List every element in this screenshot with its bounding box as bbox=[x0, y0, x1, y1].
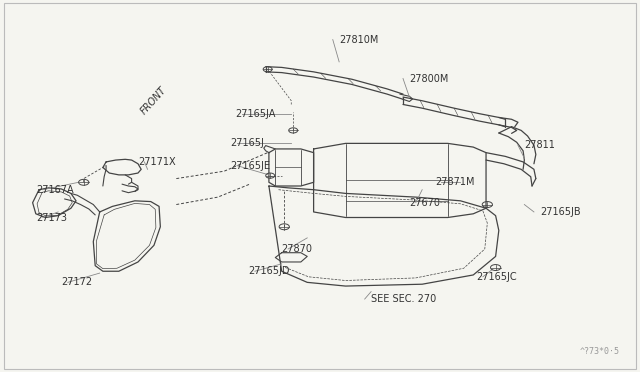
Text: 27165JD: 27165JD bbox=[248, 266, 290, 276]
Text: SEE SEC. 270: SEE SEC. 270 bbox=[371, 294, 436, 304]
Text: 27165JE: 27165JE bbox=[230, 161, 271, 171]
Text: 27165JB: 27165JB bbox=[540, 207, 581, 217]
Text: 27670: 27670 bbox=[410, 198, 440, 208]
Text: 27800M: 27800M bbox=[410, 74, 449, 84]
Text: 27165JA: 27165JA bbox=[236, 109, 276, 119]
Text: ^?73*0·5: ^?73*0·5 bbox=[580, 347, 620, 356]
Text: 27167A: 27167A bbox=[36, 185, 74, 195]
Text: 27810M: 27810M bbox=[339, 35, 378, 45]
Text: FRONT: FRONT bbox=[139, 85, 169, 116]
Text: 27165J: 27165J bbox=[230, 138, 264, 148]
Text: 27871M: 27871M bbox=[435, 177, 474, 187]
Text: 27165JC: 27165JC bbox=[476, 272, 517, 282]
Text: 27811: 27811 bbox=[524, 140, 556, 150]
Text: 27870: 27870 bbox=[282, 244, 313, 254]
Text: 27172: 27172 bbox=[61, 278, 93, 287]
Text: 27173: 27173 bbox=[36, 212, 67, 222]
Text: 27171X: 27171X bbox=[138, 157, 175, 167]
